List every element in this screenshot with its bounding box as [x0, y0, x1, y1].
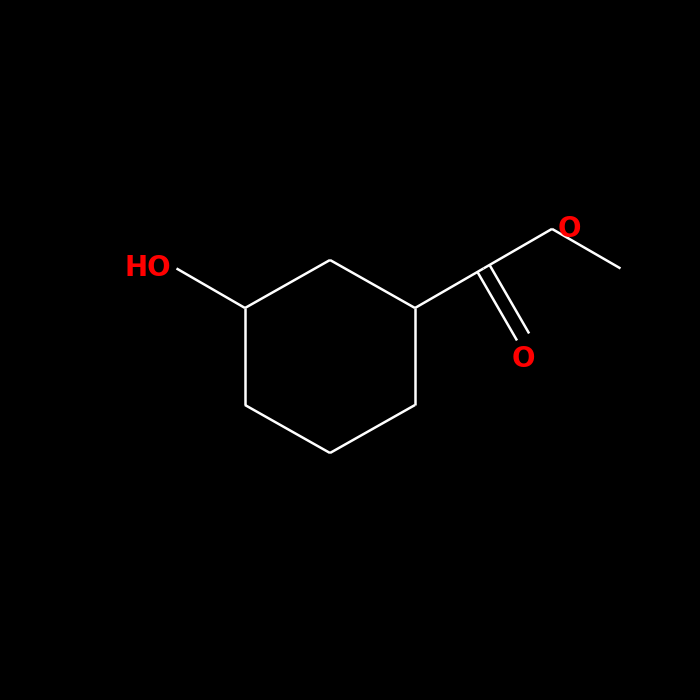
Text: O: O	[558, 215, 581, 243]
Text: HO: HO	[125, 254, 171, 282]
Text: O: O	[511, 345, 535, 373]
